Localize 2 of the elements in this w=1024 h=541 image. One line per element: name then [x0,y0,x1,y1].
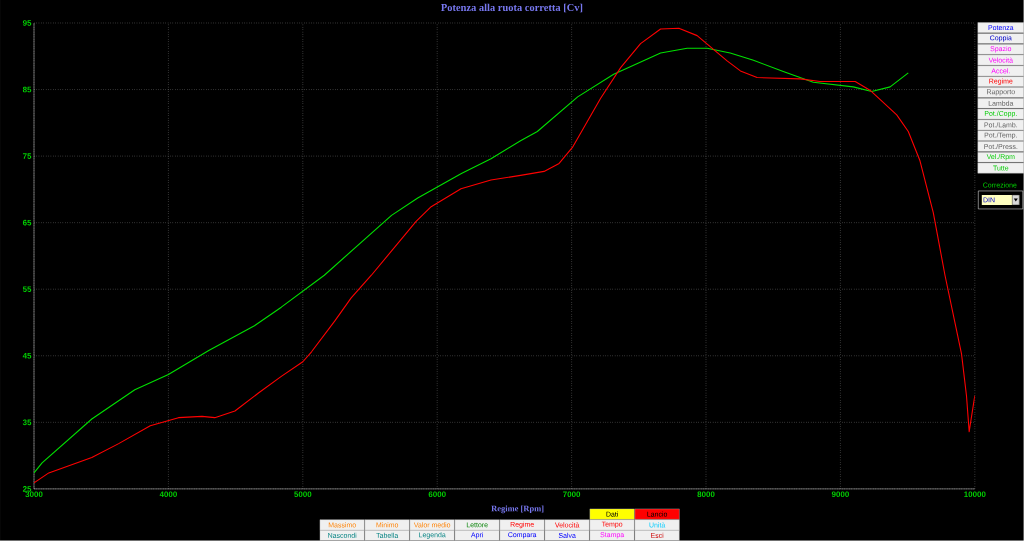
x-axis-title: Regime [Rpm] [491,505,544,514]
chart-title: Potenza alla ruota corretta [Cv] [441,3,583,13]
